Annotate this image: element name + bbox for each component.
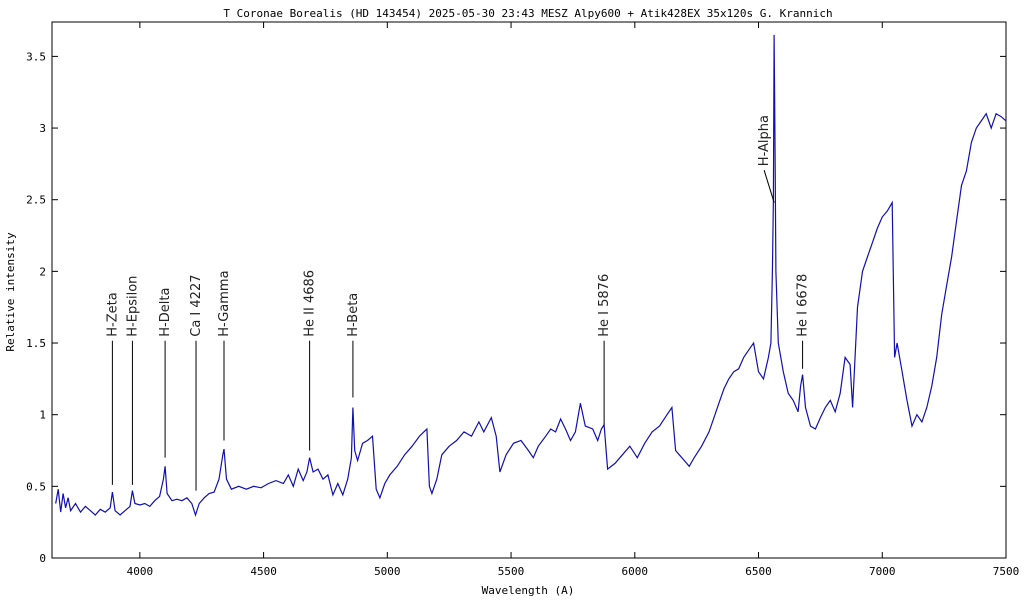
x-tick-label: 7500	[993, 565, 1020, 578]
x-tick-label: 6000	[622, 565, 649, 578]
x-tick-label: 4500	[250, 565, 277, 578]
x-tick-label: 6500	[745, 565, 772, 578]
annotation-label: Ca I 4227	[189, 274, 204, 336]
spectrum-line	[55, 34, 1007, 517]
annotation-label: He I 6678	[796, 274, 811, 337]
x-tick-label: 7000	[869, 565, 896, 578]
annotation-label: H-Beta	[346, 293, 361, 337]
y-tick-label: 3	[39, 122, 46, 135]
annotation-label: H-Zeta	[105, 292, 120, 336]
y-tick-label: 0	[39, 552, 46, 565]
y-axis-label: Relative intensity	[4, 232, 17, 352]
chart-title: T Coronae Borealis (HD 143454) 2025-05-3…	[223, 7, 832, 20]
x-tick-label: 5000	[374, 565, 401, 578]
y-tick-label: 2.5	[26, 194, 46, 207]
annotation-label: H-Alpha	[757, 115, 772, 166]
annotation-label: H-Epsilon	[125, 276, 140, 337]
x-tick-label: 5500	[498, 565, 525, 578]
x-axis-label: Wavelength (A)	[482, 584, 575, 597]
y-tick-label: 1	[39, 409, 46, 422]
annotation-label: He II 4686	[303, 270, 318, 337]
annotation-label: He I 5876	[597, 274, 612, 337]
x-tick-label: 4000	[127, 565, 154, 578]
annotation-line	[763, 170, 775, 203]
annotation-label: H-Gamma	[217, 270, 232, 336]
y-tick-label: 1.5	[26, 337, 46, 350]
y-tick-label: 3.5	[26, 50, 46, 63]
y-tick-label: 0.5	[26, 480, 46, 493]
annotation-label: H-Delta	[158, 288, 173, 337]
plot-frame	[51, 21, 1007, 559]
y-tick-label: 2	[39, 265, 46, 278]
